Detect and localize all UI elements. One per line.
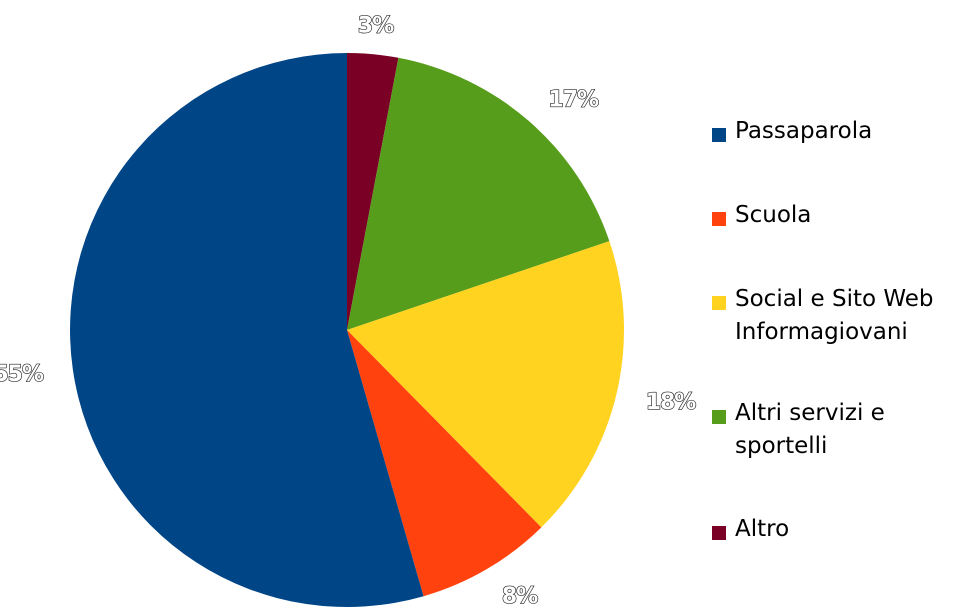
legend-label: Social e Sito Web Informagiovani — [735, 286, 934, 345]
legend-item-altro: Altro — [712, 513, 955, 546]
pie-slice-social — [347, 241, 625, 528]
legend-label: Altri servizi e sportelli — [735, 400, 885, 459]
legend-swatch — [712, 128, 726, 142]
pie-value-label: 18% — [646, 390, 697, 415]
legend-label: Altro — [735, 516, 790, 542]
legend-item-passaparola: Passaparola — [712, 115, 955, 148]
legend-item-scuola: Scuola — [712, 199, 955, 232]
pie-value-label: 8% — [502, 584, 538, 608]
pie-slice-scuola — [347, 330, 542, 597]
pie-slice-altri — [347, 57, 610, 331]
pie-slice-altro — [347, 52, 399, 330]
legend-item-altri-servizi: Altri servizi e sportelli — [712, 397, 955, 463]
legend-item-social-sito-web: Social e Sito Web Informagiovani — [712, 283, 955, 349]
legend-swatch — [712, 212, 726, 226]
legend-swatch — [712, 410, 726, 424]
pie-slice-passaparola — [70, 53, 424, 607]
legend-swatch — [712, 526, 726, 540]
pie-value-labels: 3% 17% 18% 8% 55% — [0, 13, 698, 610]
pie-value-label: 3% — [358, 13, 394, 38]
legend-swatch — [712, 296, 726, 310]
pie-slices — [70, 52, 625, 607]
pie-value-label: 55% — [0, 362, 44, 387]
legend-label: Scuola — [735, 202, 812, 228]
legend-label: Passaparola — [735, 118, 873, 144]
pie-value-label: 17% — [548, 87, 599, 112]
